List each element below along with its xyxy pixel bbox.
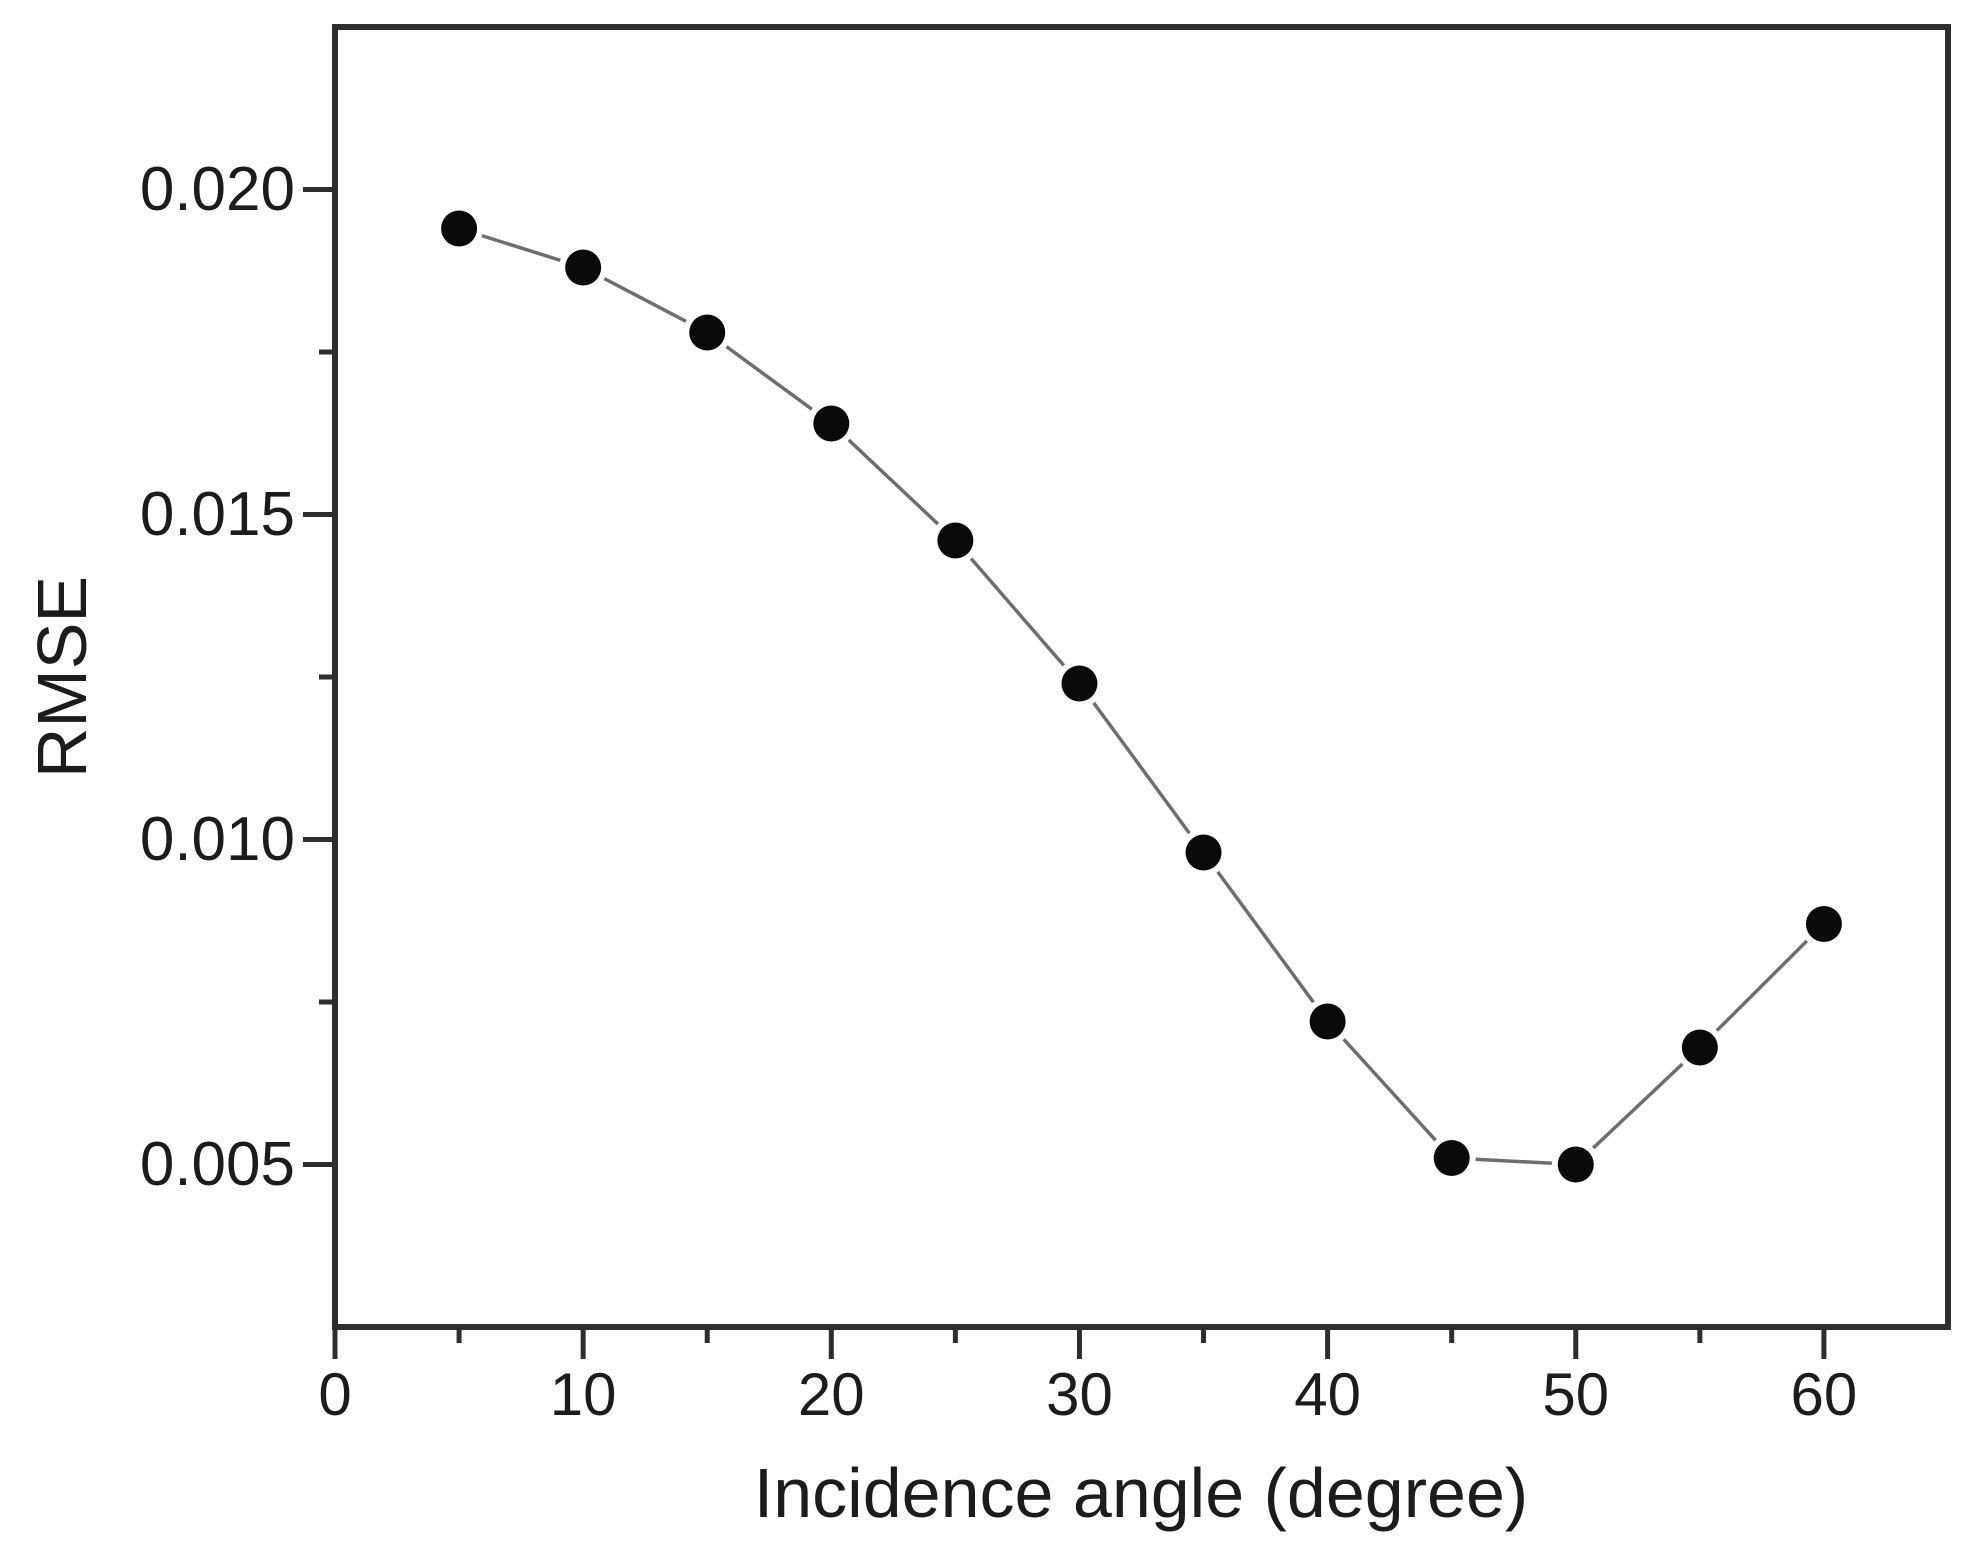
- data-point: [813, 405, 850, 442]
- data-point: [1185, 834, 1222, 871]
- x-tick-label: 30: [1046, 1361, 1113, 1428]
- data-point: [1681, 1029, 1718, 1066]
- data-point: [1557, 1146, 1594, 1183]
- x-tick-label: 50: [1542, 1361, 1609, 1428]
- data-point: [441, 210, 478, 247]
- data-point: [565, 249, 602, 286]
- data-point: [1433, 1140, 1470, 1176]
- x-tick-label: 40: [1294, 1361, 1361, 1428]
- data-point: [1061, 665, 1098, 702]
- y-tick-label: 0.005: [140, 1130, 295, 1199]
- y-axis-title: RMSE: [23, 576, 101, 778]
- plot-area: 0 10 20 30 40 50 60 0.005 0.010 0.015 0.020: [140, 24, 1951, 1428]
- y-tick-label: 0.020: [140, 155, 295, 224]
- x-tick-label: 10: [550, 1361, 617, 1428]
- y-tick-label: 0.010: [140, 805, 295, 874]
- x-tick-label: 60: [1791, 1361, 1858, 1428]
- y-tick-label: 0.015: [140, 480, 295, 549]
- series-line: [458, 226, 1826, 1167]
- x-tick-label: 0: [318, 1361, 351, 1428]
- data-point: [689, 314, 726, 351]
- x-axis-title: Incidence angle (degree): [754, 1454, 1528, 1532]
- data-point: [1309, 1003, 1346, 1040]
- x-tick-label: 20: [798, 1361, 865, 1428]
- data-point: [937, 522, 974, 559]
- plot-frame: [332, 24, 1951, 1330]
- data-point: [1805, 906, 1842, 942]
